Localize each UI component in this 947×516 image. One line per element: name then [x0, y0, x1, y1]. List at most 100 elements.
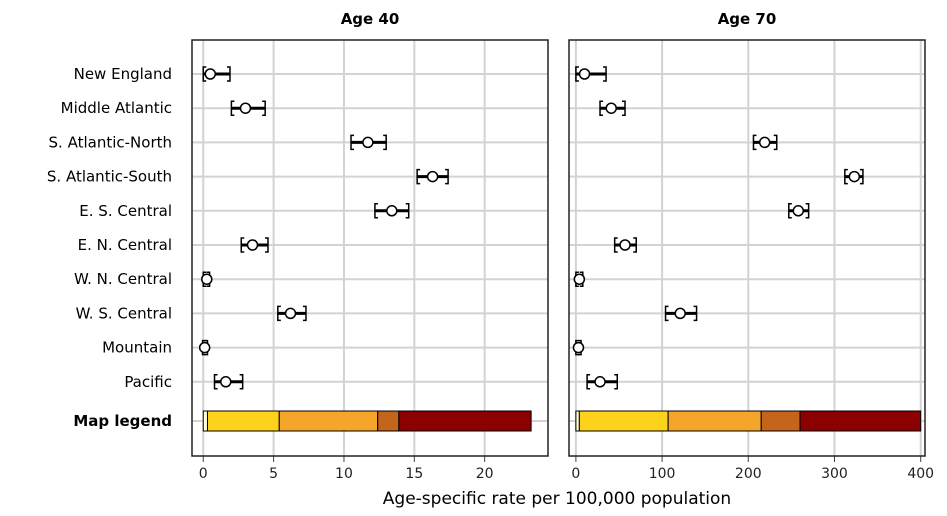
upper-bracket	[622, 100, 626, 116]
panel-frame	[191, 39, 549, 457]
upper-bracket	[226, 66, 231, 82]
row-label-w-s-central: W. S. Central	[76, 304, 172, 322]
lower-bracket	[664, 305, 669, 322]
row-label-new-england: New England	[74, 65, 172, 83]
lower-bracket	[374, 203, 378, 219]
row-label-s-atlantic-south: S. Atlantic-South	[47, 168, 172, 186]
upper-bracket	[405, 203, 410, 219]
upper-bracket	[773, 134, 778, 151]
x-tick-label: 100	[649, 466, 676, 482]
interval-e-n-central	[613, 237, 637, 253]
x-tick-label: 200	[735, 466, 762, 482]
row-label-w-n-central: W. N. Central	[74, 270, 172, 288]
estimate-point	[426, 170, 439, 183]
legend-bin	[799, 410, 922, 432]
estimate-point	[386, 205, 398, 217]
lower-bracket	[613, 237, 618, 253]
panel-frame	[568, 39, 926, 457]
lower-bracket	[350, 134, 355, 151]
x-tick-label: 300	[821, 466, 848, 482]
estimate-point	[848, 170, 861, 183]
legend-bin	[202, 410, 208, 432]
interval-s-atlantic-north	[350, 134, 387, 151]
legend-bin	[278, 410, 379, 432]
legend-bin	[667, 410, 762, 432]
x-tick-label: 5	[269, 466, 278, 482]
interval-pacific	[586, 374, 619, 390]
interval-pacific	[213, 374, 244, 390]
row-label-e-s-central: E. S. Central	[79, 202, 172, 220]
row-label-middle-atlantic: Middle Atlantic	[61, 99, 172, 117]
upper-bracket	[633, 237, 637, 253]
interval-middle-atlantic	[230, 100, 266, 116]
lower-bracket	[277, 305, 281, 322]
interval-new-england	[575, 66, 607, 82]
interval-e-s-central	[374, 203, 410, 219]
panels: Age 40 0 5 10 15 20 Age 70 0 100 200 300 400	[191, 10, 934, 482]
upper-bracket	[239, 374, 244, 390]
interval-w-s-central	[277, 305, 307, 322]
x-tick-label: 20	[476, 466, 494, 482]
estimate-point	[572, 341, 585, 354]
lower-bracket	[599, 100, 604, 116]
estimate-point	[573, 273, 586, 285]
interval-e-n-central	[240, 237, 269, 253]
estimate-point	[201, 273, 213, 285]
estimate-point	[220, 376, 232, 388]
upper-bracket	[302, 305, 307, 322]
legend-bin	[377, 410, 400, 432]
interval-s-atlantic-south	[416, 168, 449, 185]
lower-bracket	[202, 66, 207, 82]
x-tick-label: 0	[199, 466, 208, 482]
estimate-point	[362, 136, 374, 149]
lower-bracket	[230, 100, 235, 116]
panel-title: Age 40	[341, 10, 400, 28]
upper-bracket	[264, 237, 269, 253]
row-label-mountain: Mountain	[102, 339, 172, 357]
lower-bracket	[788, 203, 792, 219]
interval-mountain	[572, 339, 585, 356]
estimate-point	[284, 307, 297, 320]
legend-bin	[398, 410, 532, 432]
upper-bracket	[614, 374, 619, 390]
interval-middle-atlantic	[599, 100, 626, 116]
estimate-point	[605, 102, 617, 114]
interval-e-s-central	[788, 203, 810, 219]
x-tick-label: 10	[335, 466, 353, 482]
legend-bin	[575, 410, 580, 432]
interval-mountain	[198, 339, 211, 356]
x-axis-title: Age-specific rate per 100,000 population	[383, 489, 731, 509]
legend-bin	[760, 410, 801, 432]
x-tick-label: 0	[571, 466, 580, 482]
upper-bracket	[262, 100, 266, 116]
lower-bracket	[844, 168, 848, 185]
interval-s-atlantic-south	[844, 168, 864, 185]
row-labels: New England Middle Atlantic S. Atlantic-No…	[47, 65, 172, 430]
estimate-point	[239, 102, 252, 114]
interval-new-england	[202, 66, 231, 82]
upper-bracket	[805, 203, 810, 219]
lower-bracket	[586, 374, 591, 390]
estimate-point	[578, 68, 591, 80]
row-label-pacific: Pacific	[124, 373, 172, 391]
interval-w-n-central	[573, 271, 586, 287]
estimate-point	[674, 307, 686, 320]
lower-bracket	[213, 374, 218, 390]
x-tick-label: 15	[405, 466, 423, 482]
legend-bin	[206, 410, 280, 432]
upper-bracket	[603, 66, 607, 82]
estimate-point	[758, 136, 771, 149]
row-label-s-atlantic-north: S. Atlantic-North	[49, 133, 172, 151]
lower-bracket	[575, 66, 579, 82]
interval-s-atlantic-north	[752, 134, 778, 151]
estimate-point	[792, 205, 805, 217]
estimate-point	[619, 239, 631, 251]
row-label-map-legend: Map legend	[73, 412, 172, 430]
legend-bin	[578, 410, 669, 432]
panel-title: Age 70	[718, 10, 777, 28]
row-label-e-n-central: E. N. Central	[78, 236, 172, 254]
panel-age-70: Age 70 0 100 200 300 400	[568, 10, 934, 482]
upper-bracket	[693, 305, 698, 322]
lower-bracket	[752, 134, 757, 151]
